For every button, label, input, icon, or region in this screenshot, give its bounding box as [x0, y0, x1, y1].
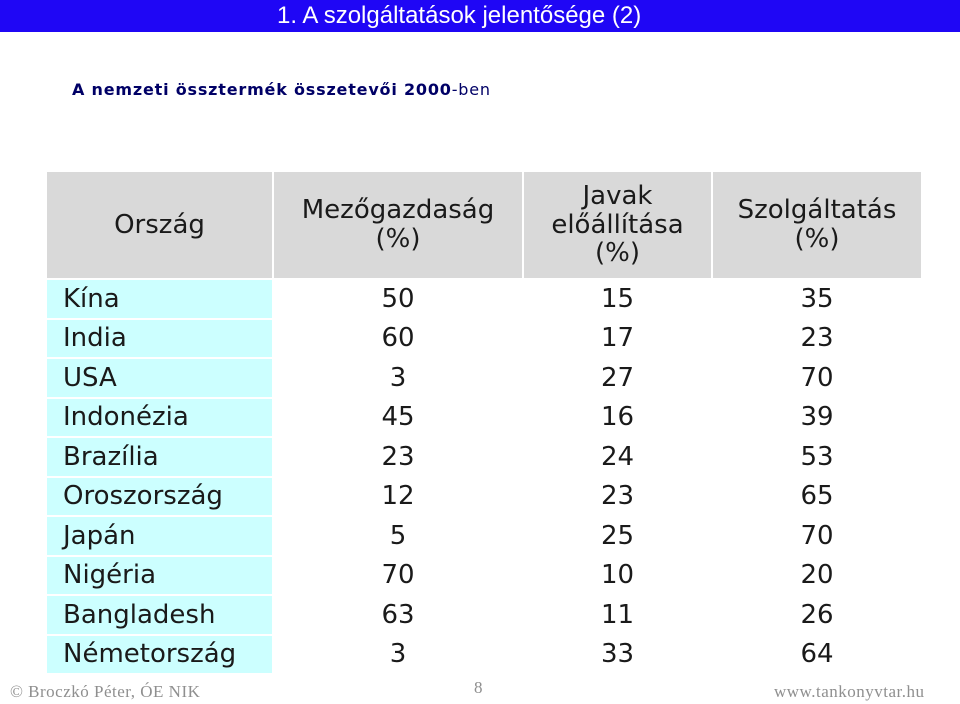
table-row: Kína 50 15 35 [45, 278, 923, 320]
agriculture-cell: 60 [272, 317, 524, 359]
slide-title: 1. A szolgáltatások jelentősége (2) [277, 2, 642, 29]
goods-cell: 16 [522, 396, 713, 438]
country-cell: Brazília [45, 436, 274, 478]
country-cell: Indonézia [45, 396, 274, 438]
goods-cell: 33 [522, 633, 713, 675]
goods-cell: 27 [522, 357, 713, 399]
table-row: Nigéria 70 10 20 [45, 554, 923, 596]
services-cell: 64 [711, 633, 923, 675]
services-cell: 35 [711, 278, 923, 320]
country-cell: India [45, 317, 274, 359]
country-cell: USA [45, 357, 274, 399]
services-cell: 65 [711, 475, 923, 517]
services-cell: 39 [711, 396, 923, 438]
footer-author: © Broczkó Péter, ÓE NIK [10, 682, 201, 701]
table-header-row: Ország Mezőgazdaság (%) Javak előállítás… [45, 170, 923, 280]
table-row: USA 3 27 70 [45, 357, 923, 399]
table-row: India 60 17 23 [45, 317, 923, 359]
goods-cell: 15 [522, 278, 713, 320]
table-row: Bangladesh 63 11 26 [45, 594, 923, 636]
agriculture-cell: 5 [272, 515, 524, 557]
header-agriculture: Mezőgazdaság (%) [272, 170, 524, 280]
subtitle-suffix: -ben [451, 80, 491, 99]
table-row: Oroszország 12 23 65 [45, 475, 923, 517]
goods-cell: 10 [522, 554, 713, 596]
table-row: Brazília 23 24 53 [45, 436, 923, 478]
table-row: Japán 5 25 70 [45, 515, 923, 557]
country-cell: Oroszország [45, 475, 274, 517]
table-row: Németország 3 33 64 [45, 633, 923, 675]
gdp-composition-table: Ország Mezőgazdaság (%) Javak előállítás… [45, 170, 923, 675]
goods-cell: 23 [522, 475, 713, 517]
agriculture-cell: 45 [272, 396, 524, 438]
table-row: Indonézia 45 16 39 [45, 396, 923, 438]
goods-cell: 24 [522, 436, 713, 478]
country-cell: Kína [45, 278, 274, 320]
agriculture-cell: 3 [272, 633, 524, 675]
footer-website: www.tankonyvtar.hu [774, 682, 925, 701]
services-cell: 20 [711, 554, 923, 596]
goods-cell: 11 [522, 594, 713, 636]
header-country: Ország [45, 170, 274, 280]
services-cell: 26 [711, 594, 923, 636]
page-number: 8 [474, 678, 483, 697]
country-cell: Nigéria [45, 554, 274, 596]
agriculture-cell: 3 [272, 357, 524, 399]
agriculture-cell: 50 [272, 278, 524, 320]
goods-cell: 25 [522, 515, 713, 557]
title-bar: 1. A szolgáltatások jelentősége (2) [0, 0, 960, 32]
agriculture-cell: 12 [272, 475, 524, 517]
agriculture-cell: 63 [272, 594, 524, 636]
agriculture-cell: 23 [272, 436, 524, 478]
services-cell: 23 [711, 317, 923, 359]
slide-subtitle: A nemzeti össztermék összetevői 2000-ben [72, 80, 491, 99]
header-goods-production: Javak előállítása (%) [522, 170, 713, 280]
agriculture-cell: 70 [272, 554, 524, 596]
country-cell: Bangladesh [45, 594, 274, 636]
subtitle-main: A nemzeti össztermék összetevői 2000 [72, 80, 452, 99]
goods-cell: 17 [522, 317, 713, 359]
country-cell: Németország [45, 633, 274, 675]
services-cell: 70 [711, 515, 923, 557]
country-cell: Japán [45, 515, 274, 557]
header-services: Szolgáltatás (%) [711, 170, 923, 280]
services-cell: 53 [711, 436, 923, 478]
services-cell: 70 [711, 357, 923, 399]
